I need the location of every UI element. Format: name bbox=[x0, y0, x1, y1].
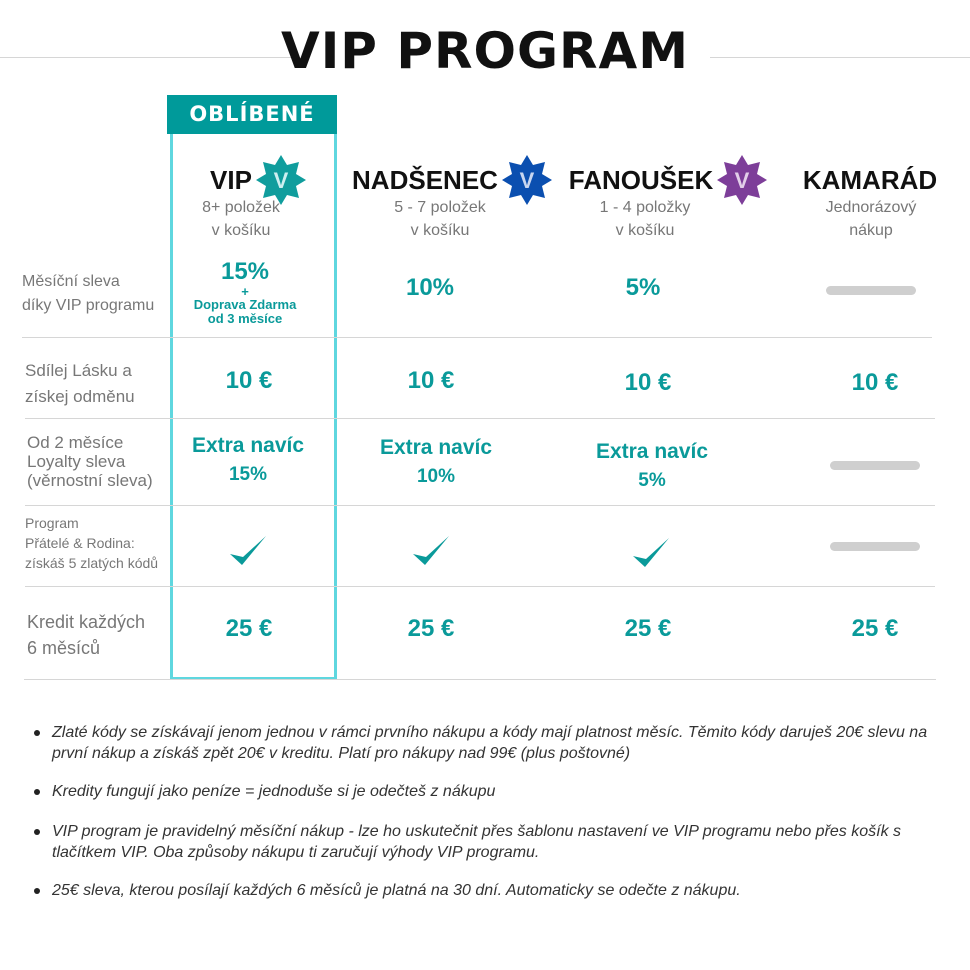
nadsenec-share-reward: 10 € bbox=[407, 367, 455, 394]
tier-name: KAMARÁD bbox=[802, 164, 938, 195]
note-item: Zlaté kódy se získávají jenom jednou v r… bbox=[30, 722, 940, 764]
fanousek-loyalty: Extra navíc 5% bbox=[595, 440, 709, 491]
star-badge-icon: V bbox=[255, 155, 306, 205]
vip-credit: 25 € bbox=[225, 615, 273, 642]
fanousek-monthly-discount: 5% bbox=[625, 274, 661, 301]
svg-text:V: V bbox=[520, 168, 535, 193]
tier-kamarad: KAMARÁD bbox=[760, 155, 970, 205]
not-available-dash bbox=[826, 286, 916, 295]
not-available-dash bbox=[830, 461, 920, 470]
tier-fanousek-desc: 1 - 4 položky v košíku bbox=[599, 199, 691, 239]
row-divider bbox=[25, 586, 935, 587]
nadsenec-monthly-discount: 10% bbox=[405, 274, 455, 301]
note-item: VIP program je pravidelný měsíční nákup … bbox=[30, 821, 940, 863]
vip-share-reward: 10 € bbox=[225, 367, 273, 394]
nadsenec-credit: 25 € bbox=[407, 615, 455, 642]
tier-vip-desc: 8+ položek v košíku bbox=[202, 199, 280, 239]
row-divider bbox=[22, 337, 932, 338]
tier-name: VIP bbox=[210, 164, 252, 195]
fanousek-share-reward: 10 € bbox=[624, 369, 672, 396]
row-divider bbox=[25, 505, 935, 506]
fanousek-credit: 25 € bbox=[624, 615, 672, 642]
title-divider-right bbox=[710, 57, 970, 58]
nadsenec-loyalty: Extra navíc 10% bbox=[379, 436, 493, 487]
vip-monthly-discount: 15% + Doprava Zdarma od 3 měsíce bbox=[193, 258, 297, 326]
kamarad-credit: 25 € bbox=[851, 615, 899, 642]
row-label-friends-family: Program Přátelé & Rodina: získáš 5 zlatých… bbox=[25, 515, 159, 571]
not-available-dash bbox=[830, 542, 920, 551]
tier-kamarad-desc: Jednorázový nákup bbox=[825, 199, 917, 239]
row-divider bbox=[25, 418, 935, 419]
star-badge-icon: V bbox=[717, 155, 768, 205]
page-title: VIP PROGRAM bbox=[281, 22, 689, 80]
tier-vip: VIP V bbox=[148, 155, 368, 205]
svg-text:V: V bbox=[274, 168, 289, 193]
vip-highlight-box bbox=[170, 134, 337, 680]
row-divider bbox=[24, 679, 936, 680]
note-item: 25€ sleva, kterou posílají každých 6 měs… bbox=[30, 880, 940, 901]
row-label-share-love: Sdílej Lásku a získej odměnu bbox=[25, 361, 135, 406]
tier-nadsenec: NADŠENEC V bbox=[332, 155, 572, 205]
kamarad-share-reward: 10 € bbox=[851, 369, 899, 396]
title-divider-left bbox=[0, 57, 295, 58]
favorite-badge: OBLÍBENÉ bbox=[167, 95, 337, 134]
tier-nadsenec-desc: 5 - 7 položek v košíku bbox=[394, 199, 486, 239]
row-label-loyalty: Od 2 měsíce Loyalty sleva (věrnostní sleva… bbox=[27, 433, 153, 490]
tier-name: NADŠENEC bbox=[352, 164, 498, 195]
check-icon bbox=[633, 538, 669, 567]
row-label-monthly-discount: Měsíční sleva díky VIP programu bbox=[22, 273, 155, 314]
svg-text:V: V bbox=[735, 168, 750, 193]
check-icon bbox=[413, 536, 449, 565]
check-icon bbox=[230, 536, 266, 565]
row-label-credit: Kredit každých 6 měsíců bbox=[27, 612, 146, 658]
star-badge-icon: V bbox=[501, 155, 552, 205]
note-item: Kredity fungují jako peníze = jednoduše … bbox=[30, 781, 940, 802]
notes-list: Zlaté kódy se získávají jenom jednou v r… bbox=[30, 722, 940, 918]
tier-name: FANOUŠEK bbox=[568, 164, 714, 195]
vip-loyalty: Extra navíc 15% bbox=[191, 434, 305, 485]
tier-fanousek: FANOUŠEK V bbox=[548, 155, 788, 205]
